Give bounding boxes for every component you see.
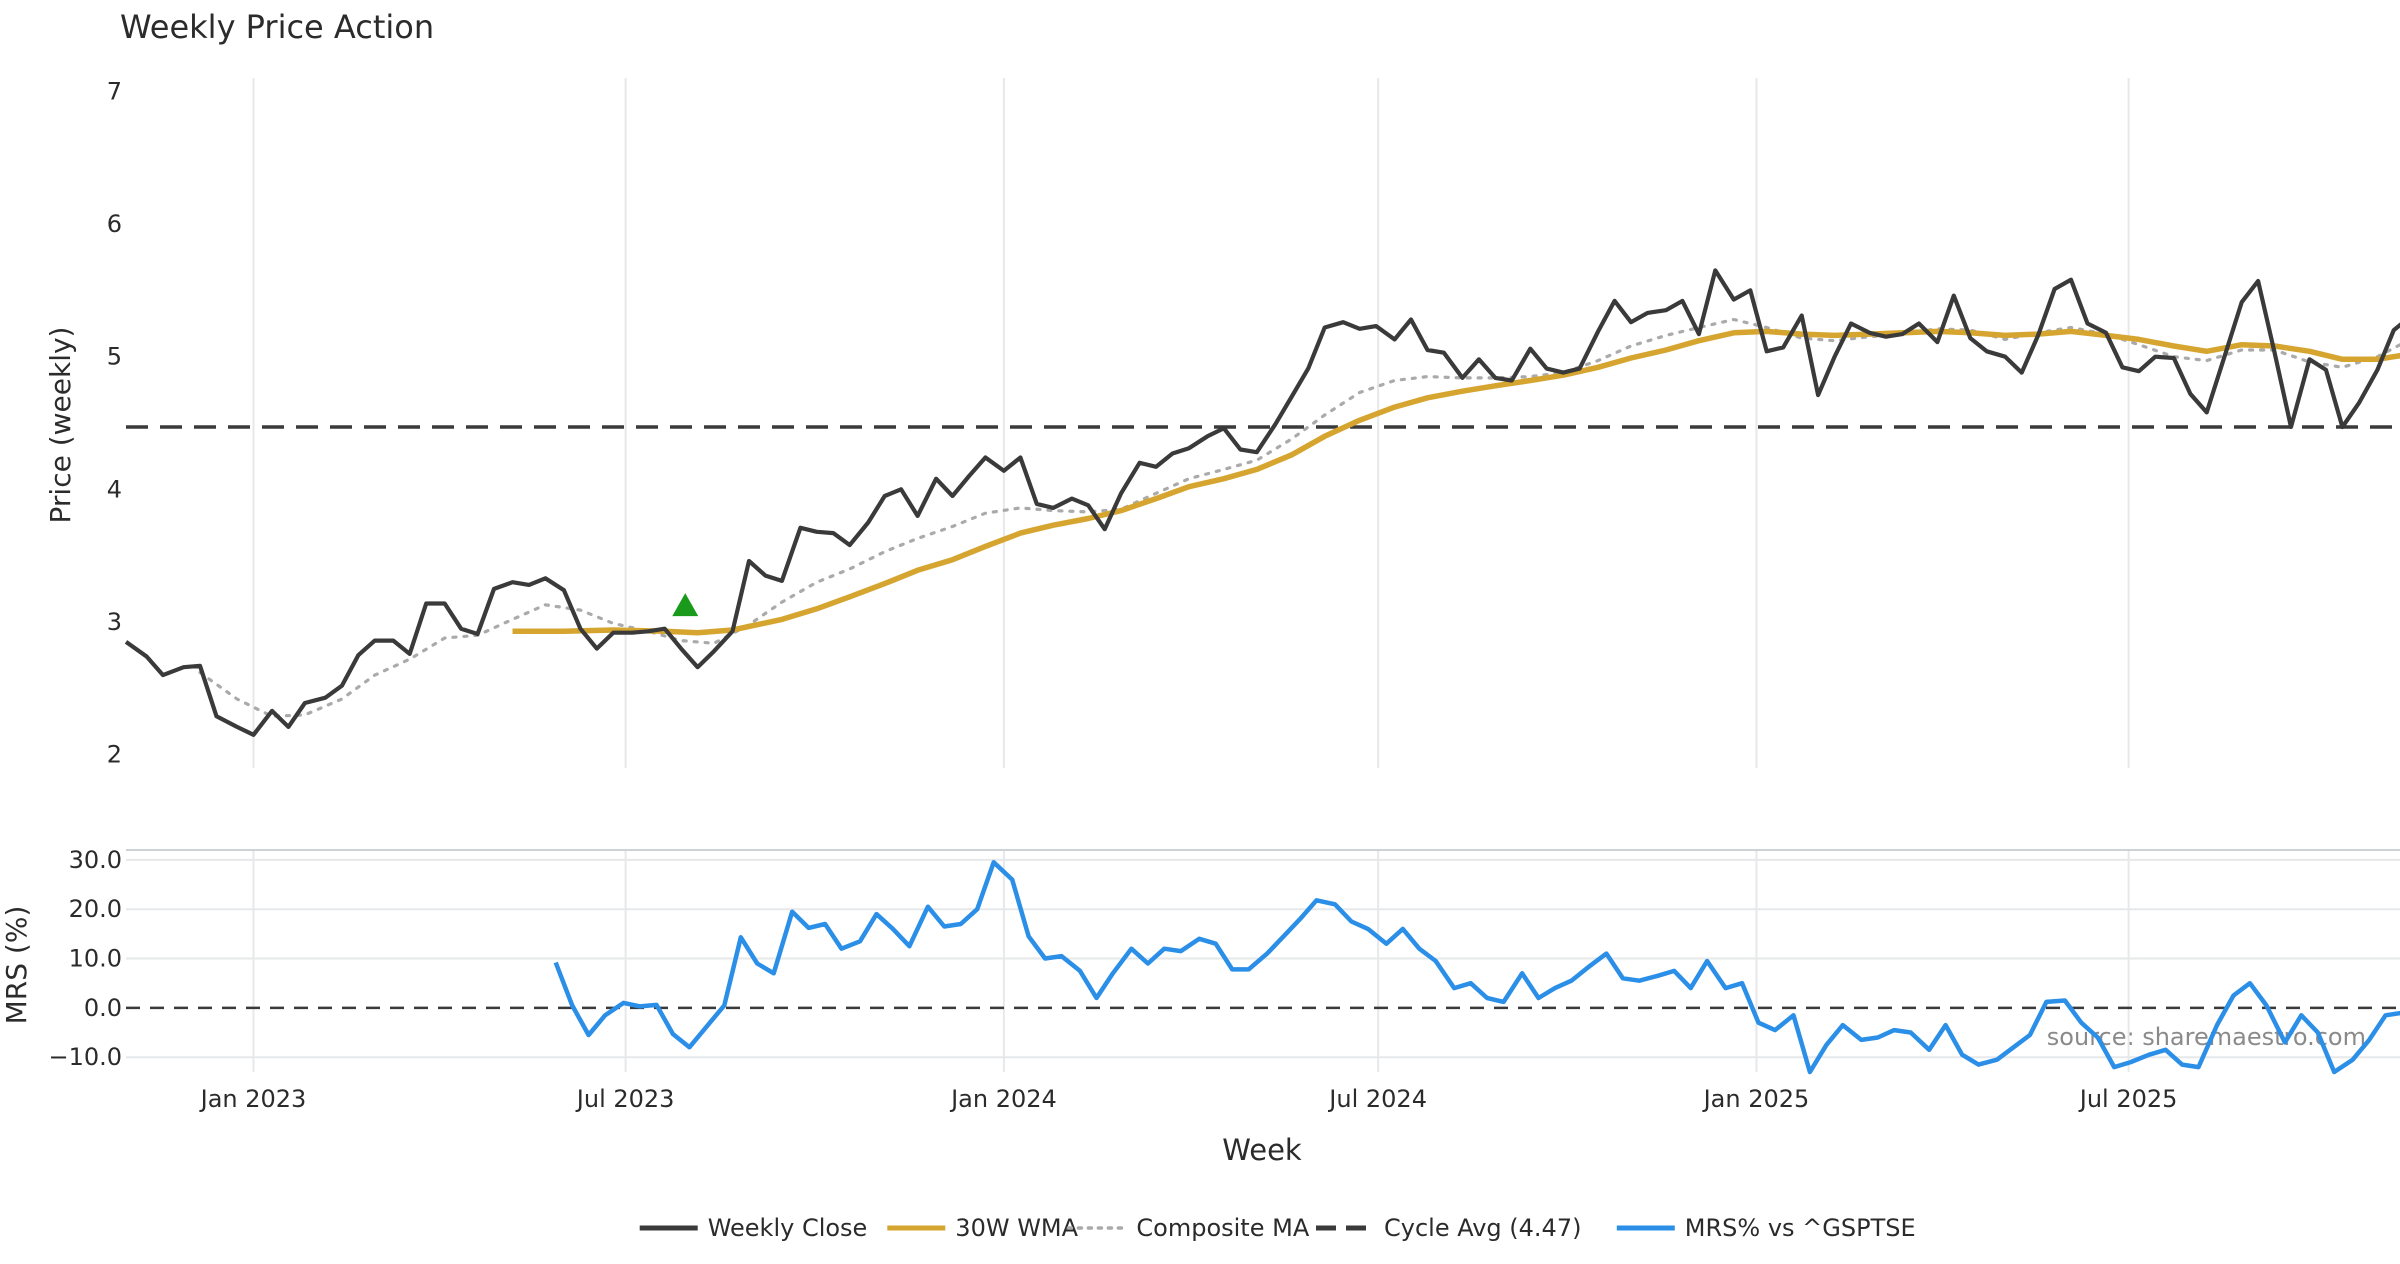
- x-tick-label: Jan 2023: [199, 1085, 307, 1113]
- x-tick-label: Jul 2023: [575, 1085, 675, 1113]
- x-axis-label: Week: [1222, 1133, 1302, 1167]
- series-line-weekly-close: [126, 115, 2400, 735]
- mrs-y-tick-label: 20.0: [69, 895, 122, 923]
- legend-label: Composite MA: [1136, 1214, 1309, 1242]
- mrs-y-tick-label: −10.0: [48, 1043, 122, 1071]
- mrs-y-tick-label: 30.0: [69, 846, 122, 874]
- legend-item: Weekly Close: [640, 1214, 868, 1242]
- x-tick-label: Jan 2024: [949, 1085, 1057, 1113]
- mrs-y-tick-label: 10.0: [69, 945, 122, 973]
- legend-label: MRS% vs ^GSPTSE: [1685, 1214, 1916, 1242]
- price-y-tick-label: 4: [107, 475, 122, 503]
- legend-item: Composite MA: [1068, 1214, 1309, 1242]
- x-tick-label: Jul 2024: [1327, 1085, 1427, 1113]
- price-y-tick-label: 2: [107, 741, 122, 769]
- legend-label: Cycle Avg (4.47): [1384, 1214, 1581, 1242]
- price-y-tick-label: 6: [107, 210, 122, 238]
- buy-signal-marker: [672, 593, 698, 616]
- series-line-30w-wma: [513, 217, 2400, 632]
- mrs-y-tick-label: 0.0: [84, 994, 122, 1022]
- price-y-tick-label: 5: [107, 343, 122, 371]
- legend: Weekly Close 30W WMA Composite MA Cycle Avg…: [640, 1214, 1916, 1242]
- price-y-axis-label: Price (weekly): [44, 327, 77, 524]
- series-line-composite-ma: [200, 195, 2400, 717]
- legend-item: 30W WMA: [887, 1214, 1078, 1242]
- legend-item: Cycle Avg (4.47): [1316, 1214, 1581, 1242]
- mrs-y-axis-label: MRS (%): [0, 906, 33, 1025]
- legend-label: Weekly Close: [708, 1214, 868, 1242]
- price-y-tick-label: 7: [107, 77, 122, 105]
- x-tick-label: Jul 2025: [2078, 1085, 2178, 1113]
- price-y-tick-label: 3: [107, 608, 122, 636]
- x-tick-label: Jan 2025: [1702, 1085, 1810, 1113]
- chart-title: Weekly Price Action: [120, 8, 434, 46]
- legend-item: MRS% vs ^GSPTSE: [1617, 1214, 1916, 1242]
- legend-label: 30W WMA: [955, 1214, 1078, 1242]
